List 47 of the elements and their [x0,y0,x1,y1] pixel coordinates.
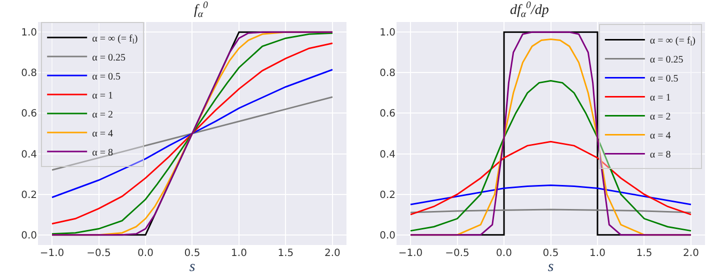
x-tick-label: 0.5 [184,248,200,259]
legend-label: α = 4 [92,128,113,140]
legend-label: α = 4 [650,130,671,142]
legend-label: α = ∞ (= f$_{l}$) [92,33,138,46]
x-tick-label: 1.5 [278,248,294,259]
legend-label: α = 8 [650,150,671,161]
y-tick-label: 0.6 [380,108,396,120]
x-tick-label: −0.5 [445,248,470,259]
x-tick-label: −0.5 [86,248,111,259]
legend-label: α = 2 [92,109,113,120]
x-axis-title: s [189,259,196,275]
legend-label: α = 1 [650,92,671,104]
y-tick-label: 0.6 [21,108,37,120]
legend-label: α = 1 [92,90,113,102]
x-tick-label: 1.0 [231,248,247,259]
y-tick-label: 1.0 [380,28,396,39]
x-tick-label: 2.0 [683,248,699,259]
chart-title: df$_{α}$$^{0}$/dp [510,0,549,20]
line-series [410,140,692,216]
legend-label: α = 8 [92,147,113,158]
x-tick-label: 0.0 [138,248,154,259]
x-tick-label: −1.0 [40,248,64,259]
legend-label: α = 0.25 [92,52,126,64]
y-tick-label: 0.0 [380,230,396,242]
legend-label: α = 2 [650,112,671,123]
y-tick-label: 0.4 [21,149,37,160]
x-tick-label: −1.0 [398,248,423,259]
x-tick-label: 1.0 [590,248,606,259]
legend-label: α = 0.5 [650,74,678,85]
x-tick-label: 0.0 [496,248,512,259]
y-tick-label: 0.8 [21,68,37,80]
line-series [51,68,334,198]
y-tick-label: 0.8 [380,68,396,80]
legend-label: α = ∞ (= f$_{l}$) [650,36,696,48]
legend-label: α = 0.5 [92,71,120,82]
line-series [410,184,692,206]
y-tick-label: 0.0 [21,230,37,242]
y-tick-label: 1.0 [21,28,37,39]
x-tick-label: 1.5 [636,248,652,259]
x-tick-label: 0.5 [542,248,559,259]
x-axis-title: s [548,259,554,275]
legend-label: α = 0.25 [650,54,684,66]
y-tick-label: 0.2 [380,190,396,201]
y-tick-label: 0.4 [380,149,396,160]
x-tick-label: 2.0 [324,248,340,259]
y-tick-label: 0.2 [21,190,37,201]
line-series [410,80,692,232]
